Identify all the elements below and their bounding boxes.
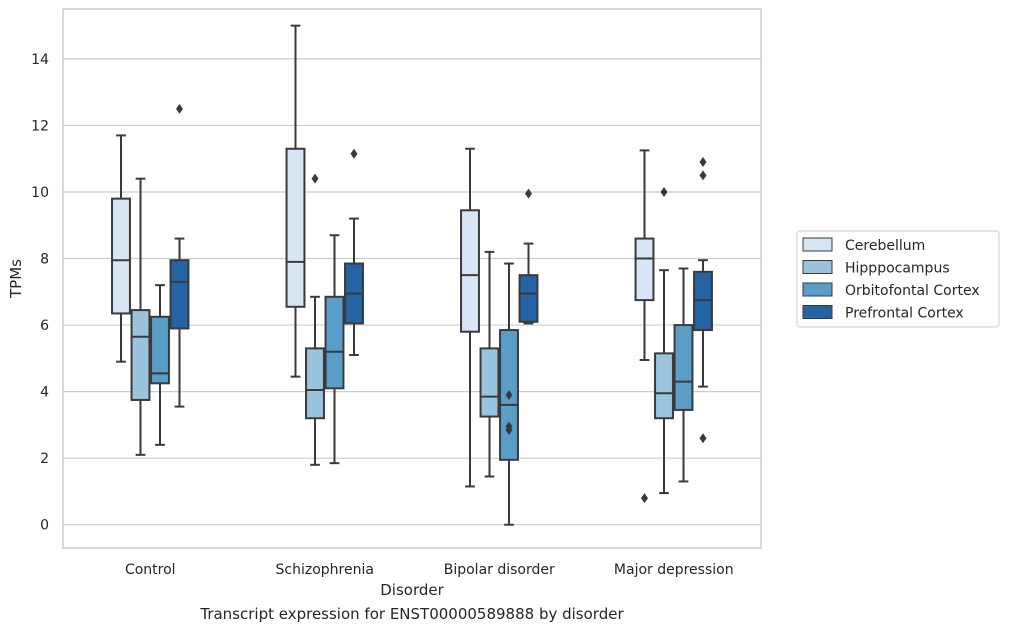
box-orbitofontal-cortex — [499, 262, 519, 526]
outlier-point — [505, 424, 513, 435]
x-axis-label: Disorder — [380, 581, 444, 599]
y-axis-label: TPMs — [7, 259, 25, 299]
y-tick-label: 4 — [40, 385, 49, 401]
box-iqr — [111, 197, 131, 315]
legend-frame — [796, 230, 1000, 328]
outlier-point — [660, 186, 668, 197]
outlier-point — [176, 103, 183, 114]
box-hipppocampus — [130, 177, 151, 456]
legend-swatch — [802, 237, 833, 252]
y-tick-label: 12 — [31, 118, 49, 134]
box-cerebellum — [634, 149, 655, 504]
outlier-point — [350, 148, 358, 159]
box-prefrontal-cortex — [344, 148, 364, 357]
outlier-point — [699, 157, 707, 168]
box-cerebellum — [111, 134, 131, 363]
box-orbitofontal-cortex — [673, 267, 694, 483]
box-orbitofontal-cortex — [324, 234, 345, 465]
legend-label: Cerebellum — [845, 238, 925, 254]
legend-label: Orbitofontal Cortex — [845, 283, 980, 299]
x-tick-label: Control — [125, 562, 176, 578]
legend-label: Hipppocampus — [845, 261, 950, 277]
outlier-point — [699, 170, 707, 181]
box-iqr — [130, 309, 151, 401]
box-prefrontal-cortex — [693, 157, 713, 444]
y-tick-label: 2 — [40, 451, 49, 467]
box-iqr — [673, 324, 694, 411]
box-cerebellum — [285, 24, 306, 378]
outlier-point — [311, 173, 319, 184]
legend-swatch — [802, 282, 833, 297]
box-orbitofontal-cortex — [150, 284, 170, 446]
box-iqr — [654, 352, 674, 420]
legend-swatch — [802, 305, 833, 319]
y-tick-label: 14 — [31, 52, 49, 68]
box-hipppocampus — [305, 173, 325, 466]
y-tick-label: 6 — [40, 318, 49, 334]
boxes-layer — [111, 24, 713, 526]
box-iqr — [324, 295, 345, 390]
legend-swatch — [802, 260, 833, 274]
box-prefrontal-cortex — [518, 188, 539, 325]
box-iqr — [479, 347, 500, 418]
y-ticks: 0 2 4 6 8 10 12 14 — [31, 52, 49, 534]
legend: Cerebellum Hipppocampus Orbitofontal Corte… — [796, 230, 1000, 328]
figure-caption: Transcript expression for ENST0000058988… — [200, 605, 624, 623]
outlier-point — [525, 188, 532, 199]
x-ticks: Control Schizophrenia Bipolar disorder Majo… — [125, 562, 734, 578]
y-tick-label: 8 — [40, 252, 49, 268]
box-hipppocampus — [654, 186, 674, 495]
x-tick-label: Major depression — [614, 562, 734, 578]
box-iqr — [460, 209, 480, 333]
box-iqr — [169, 259, 190, 330]
box-iqr — [285, 147, 306, 308]
plot-frame — [62, 8, 762, 549]
x-tick-label: Bipolar disorder — [444, 562, 555, 578]
box-iqr — [634, 237, 655, 302]
box-iqr — [305, 347, 325, 420]
box-iqr — [150, 315, 170, 385]
box-hipppocampus — [479, 250, 500, 478]
box-cerebellum — [460, 147, 480, 488]
box-iqr — [518, 274, 539, 323]
y-tick-label: 0 — [40, 518, 49, 534]
outlier-point — [505, 389, 513, 400]
x-tick-label: Schizophrenia — [276, 562, 374, 578]
grid-layer — [63, 58, 761, 526]
outlier-point — [699, 433, 707, 444]
box-prefrontal-cortex — [169, 103, 190, 408]
y-tick-label: 10 — [31, 185, 49, 201]
legend-label: Prefrontal Cortex — [845, 306, 964, 322]
outlier-point — [641, 493, 648, 504]
